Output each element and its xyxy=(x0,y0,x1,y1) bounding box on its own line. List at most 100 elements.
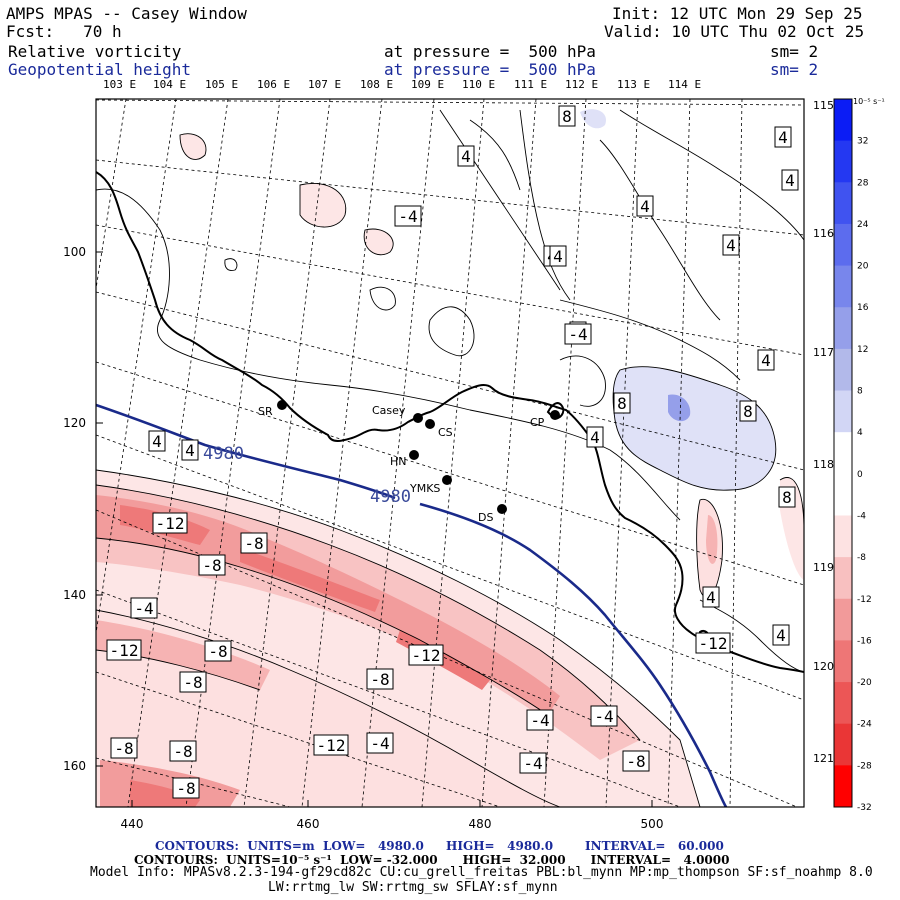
station-label-casey: Casey xyxy=(372,404,406,417)
colorbar-label: -16 xyxy=(857,636,872,646)
station-label-cs: CS xyxy=(438,426,453,439)
vorticity-label-box xyxy=(549,245,567,267)
vorticity-label-box xyxy=(394,205,422,227)
vorticity-label-box xyxy=(778,486,796,508)
vorticity-label: 8 xyxy=(743,402,753,421)
top-lon-label: 108 E xyxy=(360,78,394,91)
colorbar-swatch xyxy=(834,99,852,142)
footer-height-contours: CONTOURS: UNITS=m LOW= 4980.0 xyxy=(155,839,424,853)
vorticity-label-box xyxy=(586,426,604,448)
vorticity-label: 4 xyxy=(152,432,162,451)
vorticity-label-box xyxy=(636,195,654,217)
colorbar-swatch xyxy=(834,515,852,558)
top-lon-label: 110 E xyxy=(462,78,496,91)
vorticity-label: -4 xyxy=(530,711,549,730)
vorticity-label-box xyxy=(774,126,792,148)
colorbar-swatch xyxy=(834,765,852,808)
vorticity-label: -12 xyxy=(317,736,346,755)
colorbar-swatch xyxy=(834,557,852,600)
vorticity-label-box xyxy=(366,732,394,754)
vorticity-label: -8 xyxy=(626,752,645,771)
top-lon-label: 114 E xyxy=(668,78,702,91)
station-labels: SR Casey CS CP HN YMKS DS xyxy=(258,404,545,524)
colorbar-label: -4 xyxy=(857,511,866,521)
station-label-ds: DS xyxy=(478,511,493,524)
top-lon-label: 113 E xyxy=(617,78,651,91)
vorticity-label: 4 xyxy=(590,428,600,447)
negative-vorticity-shading xyxy=(96,133,804,807)
colorbar-swatch xyxy=(834,598,852,641)
colorbar-label: 4 xyxy=(857,428,863,438)
vorticity-label: -12 xyxy=(412,646,441,665)
vorticity-label-box xyxy=(169,740,197,762)
colorbar-swatch xyxy=(834,473,852,516)
colorbar-swatch xyxy=(834,140,852,183)
field-vorticity: Relative vorticity xyxy=(8,42,182,61)
vorticity-contours xyxy=(96,109,804,807)
vorticity-label-box xyxy=(622,750,650,772)
vorticity-contour-labels: 844444-444448844844-12-8-8-4-12-8-8-12-8… xyxy=(106,105,799,799)
vorticity-label-box xyxy=(590,705,618,727)
map-title: AMPS MPAS -- Casey Window xyxy=(6,4,247,23)
colorbar-label: 8 xyxy=(857,387,863,397)
station-label-ymks: YMKS xyxy=(409,482,440,495)
vorticity-label-box xyxy=(772,624,790,646)
colorbar-label: 20 xyxy=(857,262,869,272)
pressure-level-1: at pressure = 500 hPa xyxy=(384,42,596,61)
footer-vorticity-contours: CONTOURS: UNITS=10⁻⁵ s⁻¹ LOW= -32.000 HI… xyxy=(134,853,730,867)
colorbar-swatch xyxy=(834,265,852,308)
vorticity-label: 4 xyxy=(706,588,716,607)
vorticity-label: -8 xyxy=(202,556,221,575)
colorbar-label: 12 xyxy=(857,345,868,355)
vorticity-label: 8 xyxy=(562,107,572,126)
vorticity-label: -8 xyxy=(114,739,133,758)
colorbar-label: -8 xyxy=(857,553,866,563)
vorticity-label: 8 xyxy=(617,394,627,413)
vorticity-label-box xyxy=(519,752,547,774)
y-tick-label: 100 xyxy=(63,245,86,259)
colorbar-swatch xyxy=(834,390,852,433)
vorticity-label-box xyxy=(152,512,188,534)
colorbar-swatch xyxy=(834,640,852,683)
vorticity-label-box xyxy=(130,597,158,619)
vorticity-label-box xyxy=(110,737,138,759)
vorticity-label-box xyxy=(757,349,775,371)
vorticity-label-box xyxy=(564,323,592,345)
y-tick-label: 140 xyxy=(63,588,86,602)
map-frame xyxy=(95,98,805,808)
vorticity-label-box xyxy=(702,586,720,608)
vorticity-label-box xyxy=(695,632,731,654)
vorticity-label-box xyxy=(457,145,475,167)
vorticity-label-box xyxy=(204,640,232,662)
vorticity-label: -4 xyxy=(398,207,417,226)
height-contour-labels: 4980 4980 xyxy=(203,444,411,507)
vorticity-label-box xyxy=(366,668,394,690)
vorticity-label: -12 xyxy=(156,514,185,533)
vorticity-label: -4 xyxy=(134,599,153,618)
vorticity-label-box xyxy=(558,105,576,127)
vorticity-label: 4 xyxy=(778,128,788,147)
vorticity-label: -8 xyxy=(173,742,192,761)
station-label-hn: HN xyxy=(390,455,407,468)
vorticity-label-box xyxy=(172,777,200,799)
station-label-sr: SR xyxy=(258,405,273,418)
colorbar-label: -12 xyxy=(857,595,872,605)
height-label: 4980 xyxy=(203,444,244,464)
vorticity-label: 4 xyxy=(726,236,736,255)
station-markers xyxy=(277,400,560,514)
x-tick-label: 480 xyxy=(469,817,492,831)
vorticity-label-box xyxy=(181,439,199,461)
vorticity-label: 4 xyxy=(461,147,471,166)
colorbar-label: -24 xyxy=(857,720,872,730)
colorbar-swatch xyxy=(834,432,852,475)
vorticity-label: 8 xyxy=(782,488,792,507)
vorticity-label: -12 xyxy=(110,641,139,660)
vorticity-label-box xyxy=(408,644,444,666)
x-tick-label: 440 xyxy=(121,817,144,831)
field-geopotential: Geopotential height xyxy=(8,60,192,79)
top-lon-label: 111 E xyxy=(514,78,548,91)
colorbar-unit: 10⁻⁵ s⁻¹ xyxy=(853,97,885,106)
top-lon-label: 109 E xyxy=(411,78,445,91)
pressure-level-2: at pressure = 500 hPa xyxy=(384,60,596,79)
